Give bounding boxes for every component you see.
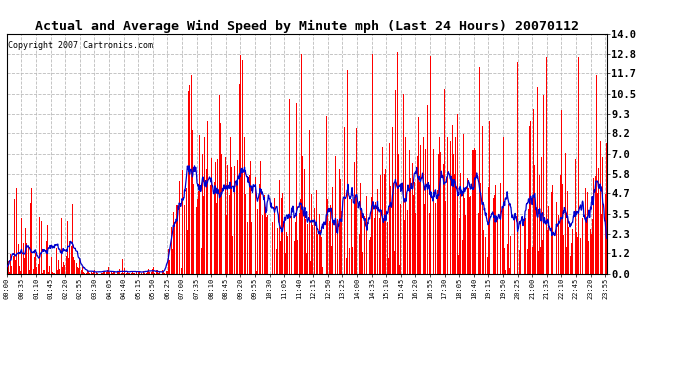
Text: Copyright 2007 Cartronics.com: Copyright 2007 Cartronics.com — [8, 41, 153, 50]
Title: Actual and Average Wind Speed by Minute mph (Last 24 Hours) 20070112: Actual and Average Wind Speed by Minute … — [35, 20, 579, 33]
